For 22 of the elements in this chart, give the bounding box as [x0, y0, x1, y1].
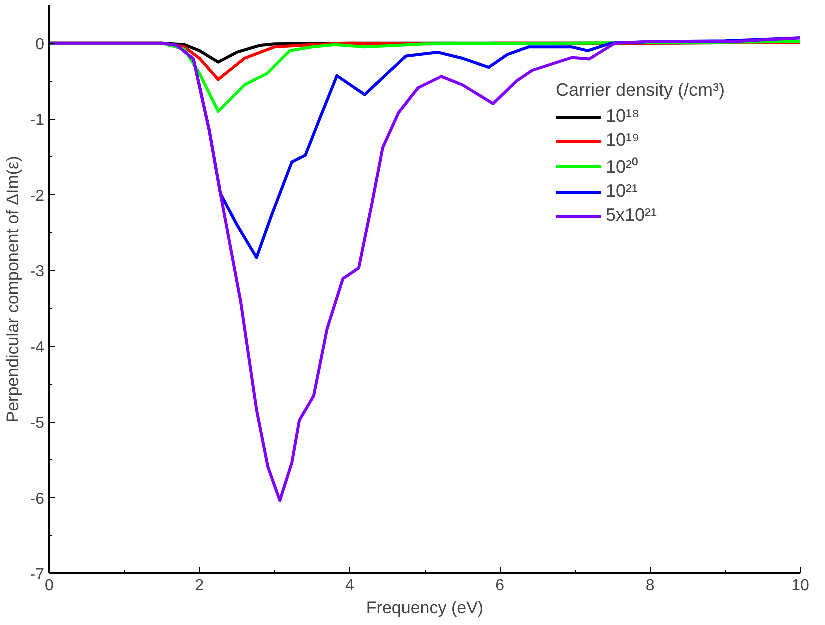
- y-tick-label: -1: [30, 112, 45, 130]
- x-tick-label: 10: [792, 578, 810, 594]
- legend-label: 10²⁰: [606, 156, 638, 178]
- line-series: [50, 36, 800, 502]
- y-tick-label: -3: [30, 264, 45, 281]
- y-tick-label: -7: [30, 566, 45, 584]
- x-tick-label: 2: [195, 578, 204, 594]
- y-tick-label: -2: [30, 188, 45, 205]
- x-axis-title: Frequency (eV): [366, 598, 484, 618]
- y-tick-label: -4: [30, 339, 45, 356]
- legend-label: 10²¹: [606, 181, 638, 202]
- x-tick-label: 6: [496, 578, 505, 594]
- y-tick-label: 0: [36, 36, 45, 54]
- legend-title: Carrier density (/cm³): [556, 80, 725, 101]
- legend-label: 10¹⁸: [606, 106, 640, 127]
- y-tick-label: -6: [30, 490, 45, 508]
- y-tick-label: -5: [30, 415, 45, 432]
- x-tick-label: 4: [345, 578, 354, 594]
- legend-label: 10¹⁹: [606, 130, 640, 151]
- y-axis-title: Perpendicular component of ΔIm(ε): [3, 156, 22, 423]
- legend-label: 5x10²¹: [606, 205, 658, 226]
- x-tick-label: 8: [646, 578, 655, 594]
